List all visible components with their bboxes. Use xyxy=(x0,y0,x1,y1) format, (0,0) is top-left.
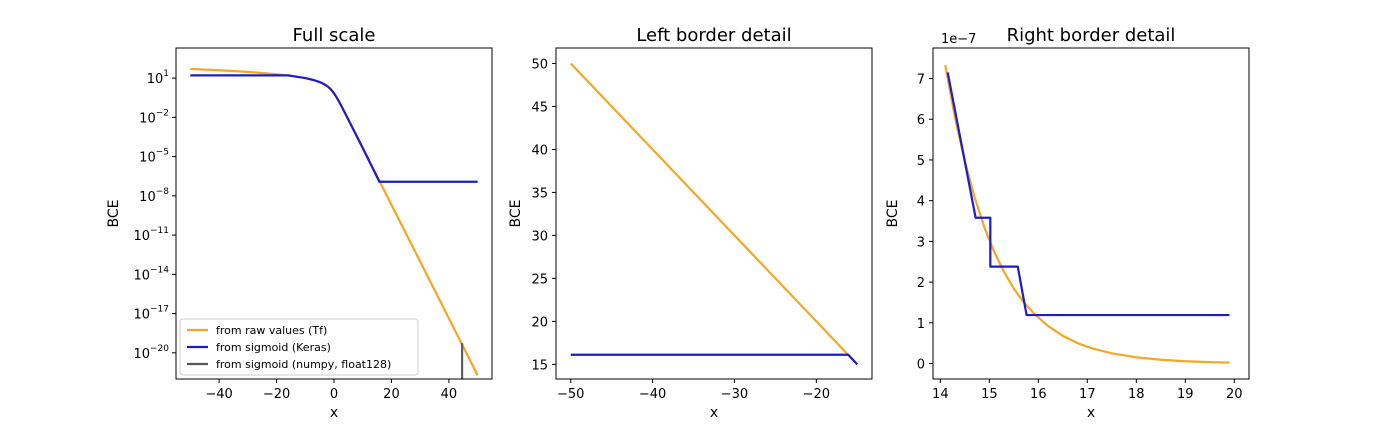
x-tick-label: −40 xyxy=(205,387,232,402)
x-tick-label: −20 xyxy=(803,387,830,402)
series-line-2 xyxy=(190,74,478,183)
y-tick-base: 10 xyxy=(147,72,164,87)
y-axis-label: BCE xyxy=(508,200,524,228)
y-tick-label: 7 xyxy=(917,73,925,88)
y-tick-base: 10 xyxy=(133,229,150,244)
x-tick-label: 19 xyxy=(1177,387,1194,402)
y-tick-label: 10−17 xyxy=(133,305,169,323)
y-tick-label: 4 xyxy=(917,195,925,210)
chart-title: Right border detail xyxy=(1007,25,1176,46)
y-tick-label: 1 xyxy=(917,317,925,332)
chart-panel-3: 14 15 16 17 18 19 20 0 1 2 3 4 5 6 7 Right border detai… xyxy=(885,25,1250,421)
y-tick-label: 2 xyxy=(917,276,925,291)
y-tick-label: 5 xyxy=(917,154,925,169)
y-offset-text: 1e−7 xyxy=(941,32,976,47)
legend-label: from sigmoid (Keras) xyxy=(216,341,331,354)
y-tick-label: 101 xyxy=(147,69,169,87)
y-axis-label: BCE xyxy=(106,200,122,228)
y-tick-exponent: −2 xyxy=(156,108,169,118)
y-tick-label: 10−5 xyxy=(139,148,169,166)
x-tick-label: −20 xyxy=(263,387,290,402)
plot-area xyxy=(569,62,859,366)
x-tick-label: 14 xyxy=(932,387,949,402)
y-tick-label: 10−8 xyxy=(139,187,169,205)
y-tick-label: 0 xyxy=(917,358,925,373)
y-tick-label: 40 xyxy=(531,143,548,158)
y-tick-label: 20 xyxy=(531,315,548,330)
chart-panel-2: −50 −40 −30 −20 15 20 25 30 35 40 45 50 Left border … xyxy=(508,25,873,421)
y-tick-base: 10 xyxy=(133,268,150,283)
series-line-3 xyxy=(461,342,464,379)
y-tick-label: 50 xyxy=(531,57,548,72)
y-tick-label: 6 xyxy=(917,113,925,128)
series-line-1 xyxy=(944,64,1230,364)
y-tick-base: 10 xyxy=(133,308,150,323)
y-tick-exponent: −17 xyxy=(150,305,169,315)
x-tick-label: 17 xyxy=(1079,387,1096,402)
x-axis-label: x xyxy=(1087,405,1095,421)
legend-label: from raw values (Tf) xyxy=(216,324,327,337)
x-tick-label: 18 xyxy=(1128,387,1145,402)
y-axis-label: BCE xyxy=(885,200,901,228)
x-tick-label: −50 xyxy=(557,387,584,402)
axes-frame xyxy=(555,47,873,380)
axes-frame xyxy=(932,47,1250,380)
x-axis-label: x xyxy=(710,405,718,421)
y-tick-exponent: 1 xyxy=(163,69,169,79)
y-tick-label: 10−20 xyxy=(133,344,169,362)
x-tick-label: 15 xyxy=(981,387,998,402)
x-tick-label: 0 xyxy=(330,387,338,402)
legend: from raw values (Tf) from sigmoid (Keras)… xyxy=(179,318,419,376)
y-tick-base: 10 xyxy=(133,347,150,362)
plot-area xyxy=(190,67,479,379)
chart-title: Full scale xyxy=(293,25,376,46)
x-tick-label: 40 xyxy=(441,387,458,402)
y-tick-exponent: −20 xyxy=(150,344,169,354)
y-tick-label: 3 xyxy=(917,235,925,250)
y-tick-label: 25 xyxy=(531,272,548,287)
legend-box xyxy=(179,318,419,376)
y-tick-exponent: −5 xyxy=(156,148,169,158)
y-tick-label: 15 xyxy=(531,358,548,373)
y-tick-label: 30 xyxy=(531,229,548,244)
y-tick-base: 10 xyxy=(139,190,156,205)
y-tick-exponent: −8 xyxy=(156,187,170,197)
legend-label: from sigmoid (numpy, float128) xyxy=(216,358,391,371)
y-tick-exponent: −11 xyxy=(150,226,169,236)
x-tick-label: 20 xyxy=(383,387,400,402)
chart-title: Left border detail xyxy=(636,25,791,46)
y-tick-label: 35 xyxy=(531,186,548,201)
series-line-1 xyxy=(569,62,859,366)
y-tick-label: 10−2 xyxy=(139,108,169,126)
x-tick-label: −30 xyxy=(721,387,748,402)
x-tick-label: 20 xyxy=(1226,387,1243,402)
y-tick-label: 10−14 xyxy=(133,265,169,283)
plot-area xyxy=(944,64,1230,364)
y-tick-exponent: −14 xyxy=(150,265,169,275)
y-tick-label: 45 xyxy=(531,100,548,115)
y-tick-label: 10−11 xyxy=(133,226,169,244)
series-line-2 xyxy=(570,353,859,366)
chart-panel-1: −40 −20 0 20 4010110−210−510−810−1110−1410−1… xyxy=(106,25,493,421)
x-tick-label: 16 xyxy=(1030,387,1047,402)
y-tick-base: 10 xyxy=(139,151,156,166)
x-tick-label: −40 xyxy=(639,387,666,402)
x-axis-label: x xyxy=(330,405,338,421)
y-tick-base: 10 xyxy=(139,111,156,126)
series-line-2 xyxy=(946,72,1230,317)
